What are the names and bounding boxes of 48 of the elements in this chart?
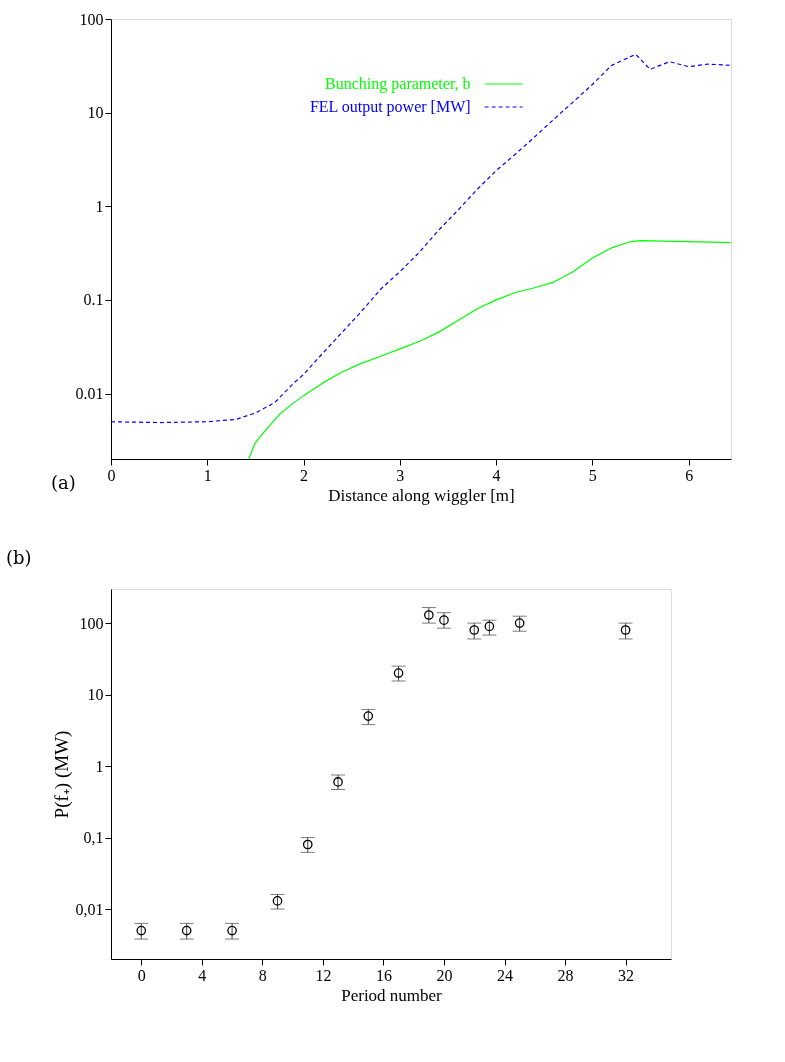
y-tick-label: 100	[79, 614, 104, 632]
line-series	[111, 53, 731, 424]
y-axis-title: P(f₊) (MW)	[50, 730, 73, 819]
point	[424, 610, 434, 620]
point	[136, 925, 147, 936]
x-axis-title: Distance along wiggler [m]	[328, 485, 515, 505]
y-tick-label: 0.1	[83, 291, 104, 309]
text: (b)	[6, 547, 32, 568]
point	[484, 621, 495, 632]
point	[620, 625, 631, 635]
legend-label: FEL output power [MW]	[309, 98, 471, 116]
x-tick-label: 12	[315, 966, 332, 984]
point	[181, 925, 192, 936]
x-tick-label: 24	[497, 966, 514, 984]
x-axis-title: Period number	[341, 985, 443, 1005]
x-tick-label: 16	[375, 966, 392, 984]
point	[469, 625, 480, 635]
point	[227, 925, 237, 936]
point	[272, 896, 283, 906]
point	[439, 615, 449, 625]
x-tick-label: 1	[203, 466, 212, 484]
y-tick-label: 0,1	[83, 829, 104, 847]
y-tick-label: 10	[87, 104, 104, 122]
x-tick-label: 8	[258, 966, 267, 984]
x-tick-label: 5	[588, 466, 597, 484]
x-tick-label: 3	[396, 466, 405, 484]
point	[514, 618, 525, 628]
text: (a)	[51, 472, 76, 493]
legend-label: Bunching parameter, b	[325, 75, 471, 93]
x-tick-label: 4	[198, 966, 207, 984]
x-tick-label: 4	[492, 466, 501, 484]
x-tick-label: 6	[685, 466, 694, 484]
line-series	[248, 240, 731, 459]
y-tick-label: 0.01	[75, 385, 104, 403]
x-tick-label: 28	[557, 966, 574, 984]
y-tick-label: 1	[95, 197, 104, 215]
x-tick-label: 20	[436, 966, 453, 984]
point	[393, 668, 404, 678]
y-tick-label: 1	[95, 757, 104, 775]
x-tick-label: 2	[300, 466, 309, 484]
x-tick-label: 32	[618, 966, 635, 984]
x-tick-label: 0	[137, 966, 146, 984]
y-tick-label: 0,01	[75, 900, 104, 918]
point	[333, 777, 343, 787]
point	[363, 711, 374, 721]
y-tick-label: 100	[79, 10, 104, 28]
x-tick-label: 0	[107, 466, 116, 484]
y-tick-label: 10	[87, 686, 104, 704]
